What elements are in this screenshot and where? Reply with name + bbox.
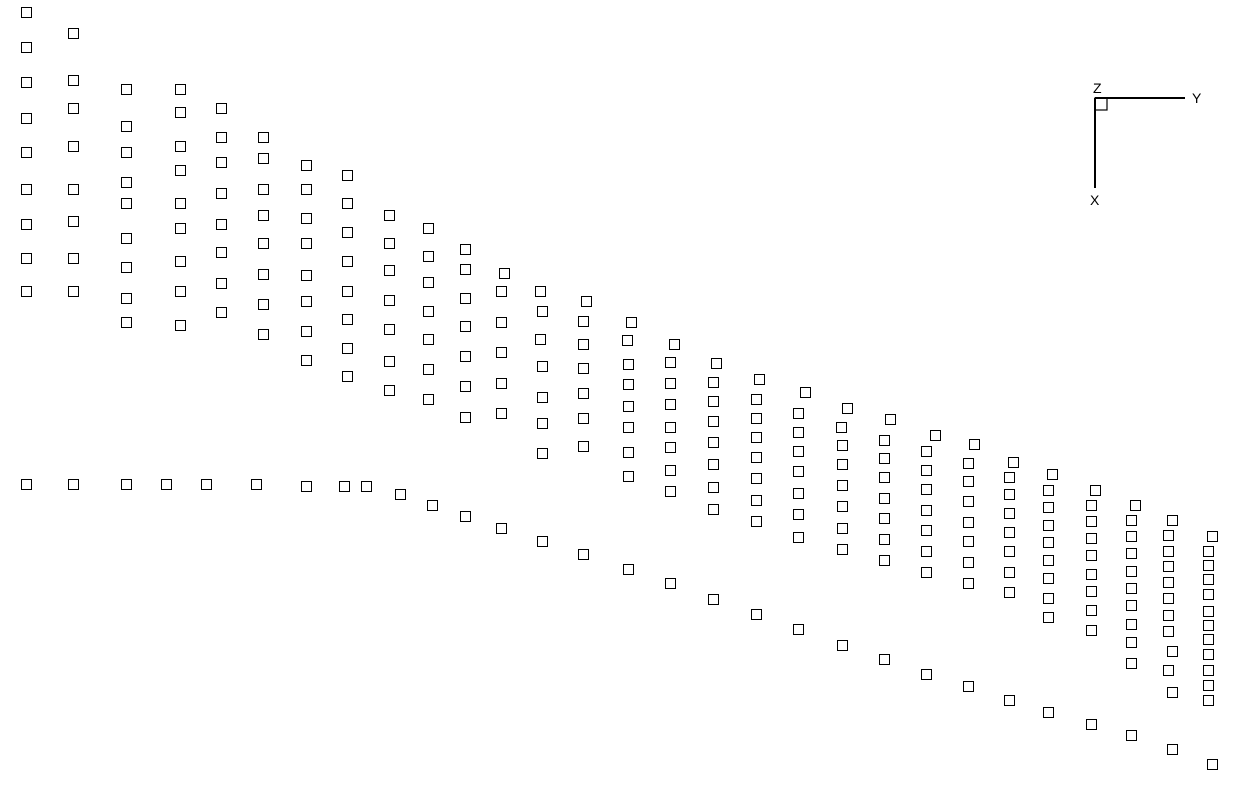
diagram-canvas: Z Y X (0, 0, 1240, 793)
axis-label-x: X (1090, 192, 1099, 208)
axis-label-y: Y (1192, 90, 1201, 106)
axis-label-z: Z (1093, 80, 1102, 96)
axis-indicator (0, 0, 1240, 793)
